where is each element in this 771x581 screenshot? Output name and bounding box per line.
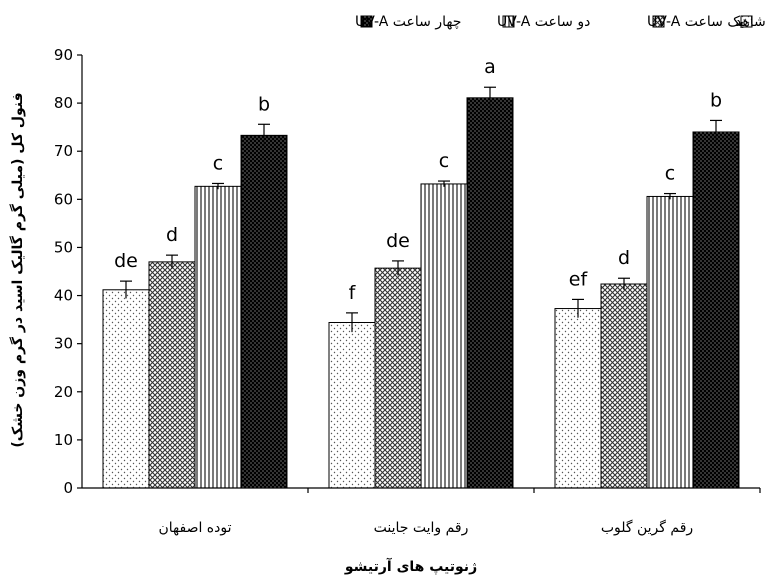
y-tick-label: 60 xyxy=(54,190,73,208)
significance-letter: c xyxy=(665,163,675,185)
bar xyxy=(148,261,196,489)
bar xyxy=(692,131,740,489)
bar xyxy=(240,134,288,489)
bar xyxy=(554,308,602,489)
significance-letter: de xyxy=(114,250,138,272)
legend-label: یک ساعت UV-A xyxy=(647,14,744,30)
y-tick-label: 40 xyxy=(54,287,73,305)
legend-swatch xyxy=(502,15,515,28)
bar xyxy=(420,183,468,489)
significance-letter: a xyxy=(484,56,496,78)
y-tick-label: 0 xyxy=(63,479,73,497)
legend-label: چهار ساعت UV-A xyxy=(355,14,461,30)
x-axis: توده اصفهان رقم وایت جاینت رقم گرین گلوب xyxy=(82,487,761,536)
significance-letter: b xyxy=(710,89,722,111)
bar xyxy=(374,267,422,489)
significance-letter: f xyxy=(349,282,357,304)
bar xyxy=(466,97,514,489)
significance-letter: c xyxy=(439,150,449,172)
bars: de f ef d de d c c c b a b xyxy=(102,56,740,489)
y-tick-label: 10 xyxy=(54,431,73,449)
y-tick-label: 70 xyxy=(54,142,73,160)
legend-label: دو ساعت UV-A xyxy=(497,14,590,30)
x-category-label: رقم گرین گلوب xyxy=(601,519,693,536)
legend-swatch xyxy=(652,15,665,28)
legend-label: شاهد xyxy=(735,14,766,30)
y-axis-title: فنول کل (میلی گرم گالیک اسید در گرم وزن … xyxy=(9,92,26,447)
legend-swatch xyxy=(740,15,753,28)
significance-letter: de xyxy=(386,230,410,252)
bar xyxy=(600,283,648,489)
significance-letter: b xyxy=(258,93,270,115)
bar xyxy=(102,289,150,489)
y-tick-label: 20 xyxy=(54,383,73,401)
bar xyxy=(328,321,376,489)
bar xyxy=(194,185,242,489)
y-tick-label: 90 xyxy=(54,46,73,64)
x-category-label: رقم وایت جاینت xyxy=(374,520,469,536)
significance-letter: d xyxy=(166,224,178,246)
y-tick-label: 50 xyxy=(54,238,73,256)
bar xyxy=(646,195,694,489)
x-axis-title: ژنوتیپ های آرتیشو xyxy=(344,557,477,575)
x-category-label: توده اصفهان xyxy=(158,520,231,536)
significance-letter: ef xyxy=(569,268,589,290)
y-tick-label: 80 xyxy=(54,94,73,112)
legend-swatch xyxy=(360,15,373,28)
y-axis: 0 10 20 30 40 50 60 70 80 90 xyxy=(54,46,83,497)
significance-letter: d xyxy=(618,247,630,269)
y-tick-label: 30 xyxy=(54,335,73,353)
significance-letter: c xyxy=(213,152,223,174)
